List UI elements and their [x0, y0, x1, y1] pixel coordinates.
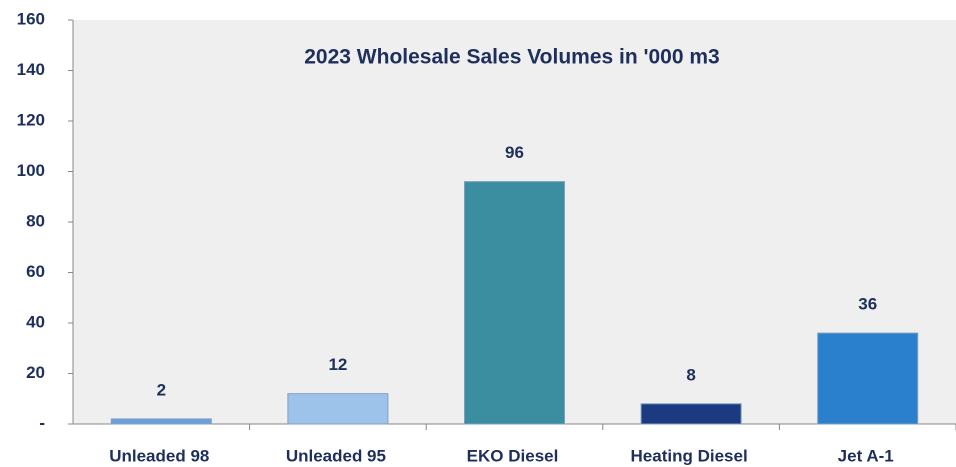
bar: [817, 332, 919, 425]
data-label: 96: [505, 143, 524, 162]
y-tick-label: 100: [17, 161, 45, 180]
x-tick-label: Jet A-1: [838, 446, 894, 465]
x-tick-label: EKO Diesel: [467, 446, 559, 465]
bar: [464, 181, 565, 425]
bar: [287, 393, 389, 425]
y-tick-label: 20: [26, 363, 45, 382]
y-tick-label: 140: [17, 60, 45, 79]
bar: [110, 418, 212, 425]
y-tick-label: -: [39, 413, 45, 432]
x-tick-label: Heating Diesel: [631, 446, 748, 465]
data-label: 8: [686, 365, 695, 384]
data-label: 36: [858, 295, 877, 314]
y-tick-label: 40: [26, 312, 45, 331]
bar: [640, 403, 742, 425]
chart-title: 2023 Wholesale Sales Volumes in '000 m3: [304, 46, 719, 69]
x-tick-label: Unleaded 98: [109, 446, 209, 465]
data-label: 2: [157, 380, 166, 399]
x-tick-label: Unleaded 95: [286, 446, 386, 465]
y-tick-label: 120: [17, 110, 45, 129]
y-tick-label: 80: [26, 211, 45, 230]
y-tick-label: 60: [26, 262, 45, 281]
data-label: 12: [328, 355, 347, 374]
y-tick-label: 160: [17, 9, 45, 28]
